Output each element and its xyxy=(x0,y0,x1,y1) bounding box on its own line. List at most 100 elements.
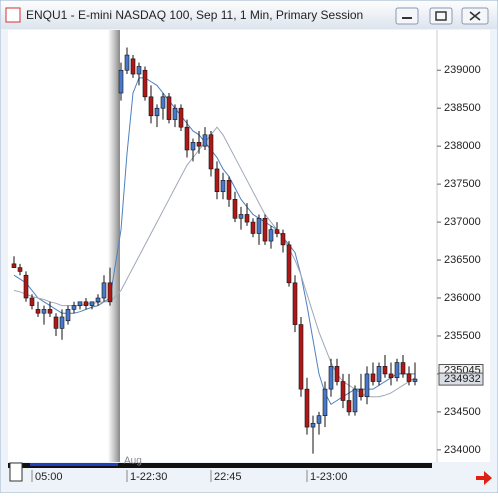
candle-body xyxy=(130,58,136,75)
candle-body xyxy=(59,316,65,329)
candle-body xyxy=(412,378,418,382)
minimize-glyph xyxy=(402,17,412,19)
candle-body xyxy=(328,366,334,390)
session-shadow xyxy=(108,30,120,462)
candle-body xyxy=(226,180,232,200)
candle-body xyxy=(250,221,256,234)
y-tick-label: 234500 xyxy=(444,406,481,418)
maximize-glyph xyxy=(435,11,447,21)
close-glyph xyxy=(469,11,481,21)
candle-body xyxy=(71,305,77,310)
x-tick-label: 22:45 xyxy=(214,471,242,483)
corner-box[interactable] xyxy=(9,462,23,482)
candle-body xyxy=(35,309,41,314)
candle-body xyxy=(178,107,184,128)
scroll-arrow[interactable] xyxy=(476,471,492,485)
candle-body xyxy=(268,229,274,242)
candle-body xyxy=(95,297,101,303)
candle-body xyxy=(142,69,148,98)
candle-body xyxy=(388,373,394,379)
candle-body xyxy=(304,388,310,428)
candle-body xyxy=(370,373,376,382)
y-tick-label: 236500 xyxy=(444,254,481,266)
y-tick-label: 238500 xyxy=(444,102,481,114)
candle-body xyxy=(154,107,160,117)
candle-body xyxy=(232,199,238,219)
candle-body xyxy=(394,362,400,379)
candle-body xyxy=(202,134,208,147)
window-buttons[interactable] xyxy=(395,7,489,25)
candle-body xyxy=(358,388,364,398)
plot-background xyxy=(8,30,490,462)
maximize-button[interactable] xyxy=(429,7,453,25)
x-tick-label: 05:00 xyxy=(35,471,63,483)
scroll-thumb[interactable] xyxy=(30,463,118,466)
y-tick-label: 235500 xyxy=(444,330,481,342)
candle-body xyxy=(29,297,35,306)
candle-body xyxy=(208,134,214,170)
price-marker-box xyxy=(438,372,484,386)
candle-body xyxy=(322,388,328,416)
y-tick-label: 234000 xyxy=(444,444,481,456)
candle-body xyxy=(382,366,388,375)
y-tick-label: 237000 xyxy=(444,216,481,228)
candle-body xyxy=(101,282,107,299)
candle-body xyxy=(160,96,166,109)
candle-body xyxy=(406,373,412,382)
y-tick-label: 238000 xyxy=(444,140,481,152)
candle-body xyxy=(148,96,154,117)
candle-body xyxy=(244,214,250,223)
candle-body xyxy=(196,142,202,147)
candle-body xyxy=(23,274,29,299)
candle-body xyxy=(124,54,130,71)
candle-body xyxy=(364,373,370,398)
candle-body xyxy=(262,217,268,242)
x-tick-label: 1-22:30 xyxy=(130,471,167,483)
y-tick-label: 237500 xyxy=(444,178,481,190)
candle-body xyxy=(310,422,316,428)
candle-body xyxy=(89,301,95,306)
price-marker-label: 234932 xyxy=(444,373,481,385)
candle-body xyxy=(107,282,113,303)
candle-body xyxy=(11,263,17,268)
candle-body xyxy=(83,301,89,306)
y-tick-label: 239000 xyxy=(444,64,481,76)
candle-body xyxy=(190,142,196,151)
candle-body xyxy=(17,267,23,272)
candle-body xyxy=(400,362,406,375)
candle-body xyxy=(346,400,352,413)
candle-body xyxy=(172,107,178,120)
candle-body xyxy=(65,309,71,322)
candle-body xyxy=(118,69,124,94)
x-tick-label: 1-23:00 xyxy=(310,471,347,483)
candle-body xyxy=(41,309,47,314)
minimize-button[interactable] xyxy=(395,7,419,25)
window-title: ENQU1 - E-mini NASDAQ 100, Sep 11, 1 Min… xyxy=(26,8,363,22)
candle-body xyxy=(298,324,304,390)
candle-body xyxy=(238,214,244,219)
candle-body xyxy=(220,180,226,193)
candle-body xyxy=(280,233,286,246)
candle-body xyxy=(77,301,83,306)
candle-body xyxy=(184,126,190,151)
candle-body xyxy=(352,388,358,413)
candle-body xyxy=(136,66,142,75)
candle-body xyxy=(316,415,322,424)
candle-body xyxy=(286,244,292,284)
scroll-bar xyxy=(8,463,432,468)
candle-body xyxy=(53,316,59,329)
candle-body xyxy=(376,366,382,382)
candle-body xyxy=(256,217,262,234)
candle-body xyxy=(214,168,220,193)
candle-body xyxy=(166,96,172,120)
candle-body xyxy=(340,381,346,401)
candle-body xyxy=(292,282,298,325)
y-tick-label: 236000 xyxy=(444,292,481,304)
candle-body xyxy=(334,366,340,382)
app-icon xyxy=(5,7,21,23)
date-label: Aug xyxy=(124,456,142,467)
candle-body xyxy=(274,229,280,234)
candle-body xyxy=(47,309,53,314)
